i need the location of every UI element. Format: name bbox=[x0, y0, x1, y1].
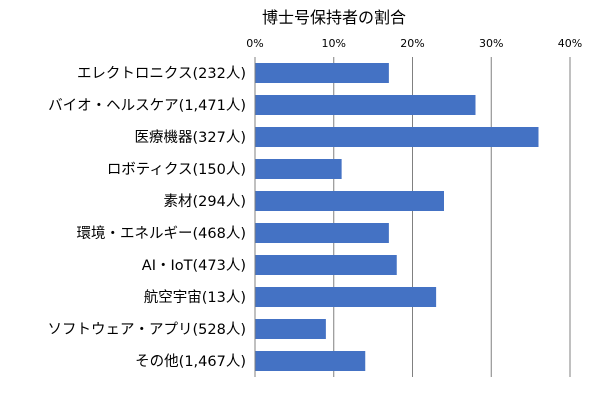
bar bbox=[255, 127, 539, 147]
chart-title: 博士号保持者の割合 bbox=[262, 8, 406, 27]
bars bbox=[255, 63, 539, 371]
bar bbox=[255, 63, 389, 83]
bar bbox=[255, 95, 476, 115]
bar bbox=[255, 255, 397, 275]
bar bbox=[255, 319, 326, 339]
x-tick-label: 0% bbox=[246, 37, 263, 50]
category-labels: エレクトロニクス(232人) バイオ・ヘルスケア(1,471人) 医療機器(327人… bbox=[48, 65, 247, 370]
category-label: 航空宇宙(13人) bbox=[144, 289, 246, 306]
category-label: エレクトロニクス(232人) bbox=[77, 65, 246, 82]
category-label: バイオ・ヘルスケア(1,471人) bbox=[48, 97, 246, 114]
x-tick-label: 10% bbox=[322, 37, 346, 50]
category-label: ソフトウェア・アプリ(528人) bbox=[48, 321, 247, 338]
x-tick-label: 20% bbox=[400, 37, 424, 50]
x-axis-ticks: 0% 10% 20% 30% 40% bbox=[246, 37, 582, 50]
bar bbox=[255, 159, 342, 179]
bar bbox=[255, 287, 437, 307]
category-label: 素材(294人) bbox=[164, 193, 247, 210]
category-label: その他(1,467人) bbox=[135, 353, 246, 370]
bar bbox=[255, 191, 444, 211]
category-label: 医療機器(327人) bbox=[135, 129, 247, 146]
category-label: 環境・エネルギー(468人) bbox=[77, 224, 247, 242]
bar bbox=[255, 351, 366, 371]
x-tick-label: 30% bbox=[479, 37, 503, 50]
bar bbox=[255, 223, 389, 243]
x-tick-label: 40% bbox=[558, 37, 582, 50]
category-label: ロボティクス(150人) bbox=[107, 161, 246, 178]
category-label: AI・IoT(473人) bbox=[142, 257, 246, 274]
